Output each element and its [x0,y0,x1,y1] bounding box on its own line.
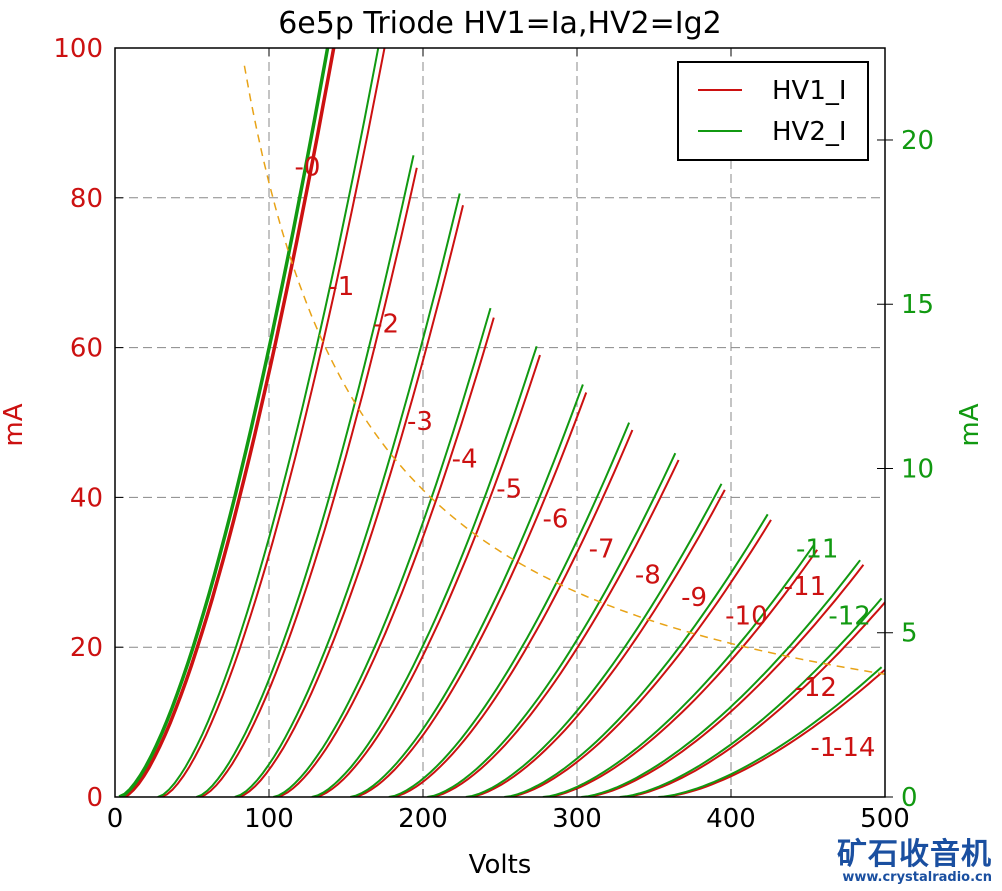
hv2-curve [658,666,883,797]
hv2-curve [234,193,461,797]
grid-voltage-label: -8 [635,561,661,591]
hv2-curve [311,345,538,797]
hv2-curve [542,544,815,797]
hv1-curve [392,429,634,797]
legend-box [677,61,869,161]
y-left-tick-label: 80 [70,184,103,214]
x-tick-label: 400 [706,804,756,834]
hv1-curve [353,392,588,797]
y-right-tick-label: 15 [901,290,934,320]
hv2-curve [427,452,677,797]
y-right-tick-label: 10 [901,454,934,484]
hv1-curve [160,48,386,797]
hv1-curve [199,167,418,797]
watermark-url: www.crystalradio.cn [842,870,992,885]
hv1-curve [121,48,336,797]
legend: HV1_I HV2_I [677,61,869,161]
y-axis-left-label: mA [0,403,29,446]
hv1-curve [276,317,495,797]
grid-voltage-label: -3 [407,407,433,437]
grid-voltage-label-green: -11 [796,534,838,564]
x-tick-label: 300 [552,804,602,834]
grid-voltage-label: -12 [794,673,836,703]
grid-voltage-label: -5 [496,474,522,504]
grid-voltage-label: -14 [833,733,875,763]
hv1-curve [314,354,541,797]
watermark: 矿石收音机 www.crystalradio.cn [837,839,992,885]
grid-voltage-label: -2 [373,310,399,340]
grid-voltage-label: -0 [295,152,321,182]
hv2-curve [157,48,380,797]
y-axis-right-label: mA [955,403,985,446]
hv2-curve [195,155,415,797]
plate-curves [118,48,885,797]
grid-voltage-label: -1 [810,733,836,763]
hv1-curve [507,519,772,797]
x-tick-label: 500 [860,804,910,834]
legend-hv2-label: HV2_I [772,117,847,147]
hv2-curve [118,48,330,797]
grid [115,48,885,797]
y-left-tick-label: 0 [86,783,103,813]
watermark-logo-text: 矿石收音机 [837,837,992,872]
x-tick-label: 100 [244,804,294,834]
x-axis-label: Volts [469,850,532,880]
hv1-curve [584,564,865,797]
hv1-curve [430,459,680,797]
hv2-curve [619,597,883,797]
grid-voltage-label: -4 [452,444,478,474]
hv2-curve [581,559,861,797]
y-left-tick-label: 60 [70,334,103,364]
x-tick-label: 0 [107,804,124,834]
grid-voltage-label-green: -12 [828,602,870,632]
hv2-curve [465,483,723,797]
y-right-tick-label: 20 [901,126,934,156]
hv2-curve [350,384,584,797]
x-tick-label: 200 [398,804,448,834]
y-left-tick-label: 40 [70,483,103,513]
hv2-curve [504,513,769,797]
hv1-curve [237,205,464,797]
grid-voltage-label: -6 [542,504,568,534]
hv1-curve [546,549,819,797]
chart-title: 6e5p Triode HV1=Ia,HV2=Ig2 [278,6,722,41]
grid-voltage-label: -11 [784,572,826,602]
plot-frame [114,47,886,798]
legend-hv1-label: HV1_I [772,76,847,106]
hv1-curve [469,489,726,797]
grid-voltage-label: -7 [589,534,615,564]
y-right-tick-label: 0 [901,783,918,813]
hv1-curve [623,601,885,797]
hv1-curve [661,668,885,797]
grid-voltage-label: -9 [681,583,707,613]
y-left-tick-label: 100 [53,34,103,64]
grid-voltage-label: -10 [725,602,767,632]
grid-voltage-label: -1 [328,272,354,302]
curve-annotations: -0-1-2-3-4-5-6-7-8-9-10-11-12-1-14-11-12 [295,152,876,762]
y-right-tick-label: 5 [901,619,918,649]
hv2-curve [273,307,492,797]
hv2-curve [388,422,631,797]
y-left-tick-label: 20 [70,633,103,663]
